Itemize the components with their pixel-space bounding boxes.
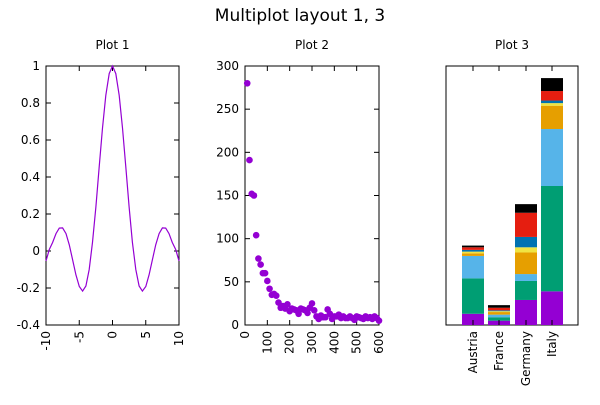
plot-2-scatter-point — [255, 255, 262, 262]
plot-2-scatter-point — [261, 269, 269, 277]
plot-2-scatter-point — [304, 309, 311, 317]
plot-3-bar-segment — [462, 245, 484, 248]
plot-2-xtick-label: 100 — [260, 331, 274, 354]
plot-2-xtick-label: 400 — [327, 331, 341, 354]
plot-2-scatter-point — [266, 285, 273, 293]
plot-2-ytick-label: 150 — [216, 189, 239, 203]
plot-3-bar-segment — [488, 317, 510, 321]
plot-2-scatter-point — [284, 300, 291, 308]
plot-1-ytick-label: 0.2 — [21, 207, 40, 221]
plot-2-scatter-point — [275, 299, 282, 306]
plot-2-xtick-label: 500 — [350, 331, 364, 354]
plot-2-xtick-label: 200 — [283, 331, 297, 354]
plot-2-scatter-point — [310, 307, 318, 314]
plot-3-bar-segment — [541, 291, 563, 325]
plot-3-bar-segment — [541, 78, 563, 92]
plot-1-title: Plot 1 — [95, 38, 129, 52]
plot-3-category-label: France — [492, 331, 506, 371]
plot-3-category-label: Italy — [545, 331, 559, 357]
plot-3-bar-segment — [515, 280, 537, 300]
plot-3-bar-segment — [541, 129, 563, 187]
plot-3-bar-segment — [541, 91, 563, 101]
plot-2-ytick-label: 200 — [216, 145, 239, 159]
plot-2-scatter-point — [322, 313, 329, 321]
plot-2-scatter-point — [252, 231, 260, 239]
plot-3-frame — [445, 65, 579, 326]
plot-3-bar-segment — [462, 251, 484, 254]
plot-3-bar-segment — [488, 311, 510, 313]
plot-2-scatter-point — [250, 192, 258, 199]
figure-title: Multiplot layout 1, 3 — [214, 6, 386, 26]
plot-2-scatter-point — [295, 310, 302, 318]
plot-3-bar-segment — [541, 186, 563, 292]
plot-1-xtick-label: 0 — [106, 331, 120, 339]
plot-2-scatter-point — [257, 261, 264, 268]
plot-3-bar-segment — [488, 307, 510, 311]
plot-3-bar-segment — [462, 247, 484, 250]
plot-1-frame — [45, 65, 180, 326]
plot-3-category-label: Austria — [466, 331, 480, 373]
plot-1-ytick-label: 0.4 — [21, 170, 40, 184]
plot-3-bar-segment — [515, 274, 537, 281]
plot-3-bar-segment — [541, 105, 563, 130]
plot-3-bar-segment — [462, 249, 484, 252]
plot-1-ytick-label: 0.8 — [21, 96, 40, 110]
plot-3-bar-segment — [515, 212, 537, 237]
plot-3-bar-segment — [462, 255, 484, 279]
plot-2-scatter-point — [243, 79, 251, 87]
plot-3-category-label: Germany — [519, 331, 533, 386]
plot-2-scatter-point — [272, 292, 280, 299]
plot-2-xtick-label: 300 — [305, 331, 319, 354]
plot-2-xtick-label: 600 — [372, 331, 386, 354]
plot-3-bar-segment — [515, 252, 537, 275]
plot-3-bar-segment — [488, 305, 510, 308]
plot-2-scatter-point — [264, 277, 271, 285]
plot-3-bar-segment — [488, 314, 510, 318]
plot-3-bar-segment — [488, 310, 510, 312]
plot-2-ytick-label: 300 — [216, 59, 239, 73]
plot-3-bar-segment — [462, 313, 484, 325]
plot-2-frame — [244, 65, 380, 326]
plot-2-xtick-label: 0 — [238, 331, 252, 339]
plot-1-xtick-label: -10 — [39, 331, 53, 351]
plot-2-ytick-label: 50 — [224, 275, 239, 289]
plot-3-bar-segment — [515, 247, 537, 253]
plot-1-xtick-label: 5 — [139, 331, 153, 339]
plot-2-ytick-label: 100 — [216, 232, 239, 246]
plot-1-ytick-label: 0 — [32, 244, 40, 258]
plot-3-bar-segment — [462, 253, 484, 256]
plot-1-ytick-label: -0.2 — [17, 281, 40, 295]
plot-1-xtick-label: -5 — [72, 331, 86, 343]
plot-1-series-line — [45, 64, 180, 293]
plot-3-bar-segment — [488, 312, 510, 315]
plot-2-title: Plot 2 — [295, 38, 329, 52]
plot-1-ytick-label: 0.6 — [21, 133, 40, 147]
plot-3-bar-segment — [515, 299, 537, 325]
plot-3-bar-segment — [515, 236, 537, 248]
plot-1-ytick-label: 1 — [32, 59, 40, 73]
plot-2-scatter-point — [246, 156, 253, 164]
plot-2-scatter-point — [375, 317, 383, 324]
plot-3-bar-segment — [462, 278, 484, 314]
plot-1-ytick-label: -0.4 — [17, 318, 40, 332]
plot-3-bar-segment — [541, 103, 563, 106]
plot-3-bar-segment — [541, 100, 563, 104]
plot-3-bar-segment — [515, 204, 537, 213]
plot-3-title: Plot 3 — [495, 38, 529, 52]
plot-2-ytick-label: 250 — [216, 102, 239, 116]
plot-2-ytick-label: 0 — [231, 318, 239, 332]
plot-2-scatter-point — [308, 300, 316, 307]
plot-1-xtick-label: 10 — [172, 331, 186, 346]
